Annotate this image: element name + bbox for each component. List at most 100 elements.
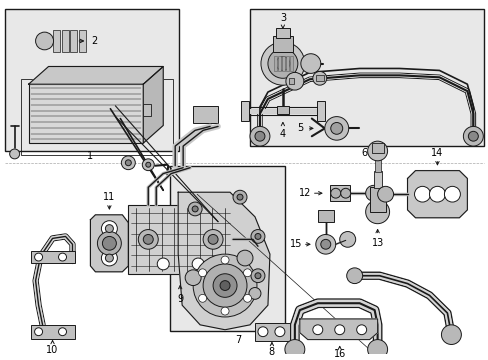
Text: 10: 10 bbox=[46, 345, 59, 355]
Text: 11: 11 bbox=[103, 192, 115, 202]
Circle shape bbox=[142, 159, 154, 171]
Bar bbox=[213, 272, 238, 296]
Bar bbox=[61, 30, 68, 52]
Circle shape bbox=[185, 270, 201, 285]
Circle shape bbox=[145, 162, 150, 167]
Circle shape bbox=[208, 234, 218, 244]
Circle shape bbox=[274, 327, 285, 337]
Circle shape bbox=[233, 190, 246, 204]
Circle shape bbox=[192, 258, 203, 270]
Circle shape bbox=[249, 126, 269, 146]
Circle shape bbox=[237, 194, 243, 200]
Bar bbox=[288, 78, 293, 84]
Circle shape bbox=[138, 230, 158, 249]
Circle shape bbox=[346, 268, 362, 284]
Circle shape bbox=[198, 294, 206, 302]
Bar bbox=[277, 56, 280, 71]
Bar bbox=[5, 9, 179, 151]
Circle shape bbox=[121, 156, 135, 170]
Circle shape bbox=[285, 339, 304, 359]
Circle shape bbox=[35, 328, 42, 336]
Circle shape bbox=[312, 325, 322, 335]
Bar bbox=[20, 79, 173, 155]
Bar bbox=[254, 323, 289, 341]
Circle shape bbox=[254, 273, 261, 279]
Circle shape bbox=[330, 188, 340, 198]
Circle shape bbox=[300, 54, 320, 73]
Bar bbox=[70, 30, 77, 52]
Bar bbox=[373, 171, 381, 188]
Circle shape bbox=[312, 71, 326, 85]
Circle shape bbox=[243, 269, 251, 277]
Text: 4: 4 bbox=[279, 129, 285, 139]
Circle shape bbox=[203, 264, 246, 307]
Circle shape bbox=[315, 234, 335, 254]
Circle shape bbox=[414, 186, 429, 202]
Bar bbox=[80, 30, 86, 52]
Circle shape bbox=[365, 200, 389, 224]
Text: 16: 16 bbox=[333, 349, 345, 359]
Polygon shape bbox=[299, 319, 377, 339]
Bar bbox=[31, 325, 75, 339]
Bar bbox=[285, 56, 288, 71]
Circle shape bbox=[254, 234, 261, 239]
Circle shape bbox=[198, 269, 206, 277]
Bar bbox=[317, 210, 333, 222]
Bar bbox=[369, 187, 385, 212]
Circle shape bbox=[330, 122, 342, 134]
Circle shape bbox=[220, 281, 229, 291]
Bar bbox=[281, 56, 285, 71]
Bar bbox=[249, 9, 483, 146]
Circle shape bbox=[324, 117, 348, 140]
Circle shape bbox=[192, 206, 198, 212]
Circle shape bbox=[35, 253, 42, 261]
Text: 1: 1 bbox=[87, 151, 93, 161]
Circle shape bbox=[221, 256, 228, 264]
Bar bbox=[374, 155, 380, 172]
Circle shape bbox=[267, 49, 297, 78]
Text: 6: 6 bbox=[361, 148, 367, 158]
Text: 8: 8 bbox=[268, 347, 274, 357]
Bar bbox=[31, 251, 75, 263]
Circle shape bbox=[125, 160, 131, 166]
Bar bbox=[276, 106, 288, 114]
Circle shape bbox=[101, 221, 117, 237]
Bar bbox=[272, 36, 292, 52]
Text: 3: 3 bbox=[279, 13, 285, 23]
Circle shape bbox=[340, 188, 350, 198]
Text: 7: 7 bbox=[234, 334, 241, 345]
Bar bbox=[371, 143, 383, 153]
Circle shape bbox=[258, 327, 267, 337]
Bar bbox=[170, 166, 285, 331]
Circle shape bbox=[213, 274, 237, 297]
Circle shape bbox=[285, 72, 303, 90]
Text: 13: 13 bbox=[371, 238, 383, 248]
Bar bbox=[29, 84, 143, 143]
Bar bbox=[316, 101, 324, 121]
Bar bbox=[52, 30, 60, 52]
Bar bbox=[143, 104, 151, 116]
Circle shape bbox=[193, 254, 256, 317]
Circle shape bbox=[59, 253, 66, 261]
Text: 14: 14 bbox=[430, 148, 443, 158]
Circle shape bbox=[261, 42, 304, 85]
Circle shape bbox=[428, 186, 445, 202]
Circle shape bbox=[254, 131, 264, 141]
Polygon shape bbox=[90, 215, 128, 272]
Circle shape bbox=[101, 250, 117, 266]
Circle shape bbox=[10, 149, 20, 159]
Bar bbox=[289, 56, 292, 71]
Text: 15: 15 bbox=[289, 239, 302, 249]
Circle shape bbox=[36, 32, 53, 50]
Bar bbox=[315, 75, 323, 81]
Circle shape bbox=[188, 202, 202, 216]
Circle shape bbox=[243, 294, 251, 302]
Circle shape bbox=[275, 57, 289, 71]
Polygon shape bbox=[407, 171, 467, 218]
Circle shape bbox=[203, 230, 223, 249]
Circle shape bbox=[377, 186, 393, 202]
Circle shape bbox=[444, 186, 459, 202]
Circle shape bbox=[367, 141, 387, 161]
Bar bbox=[241, 101, 248, 121]
Circle shape bbox=[334, 325, 344, 335]
